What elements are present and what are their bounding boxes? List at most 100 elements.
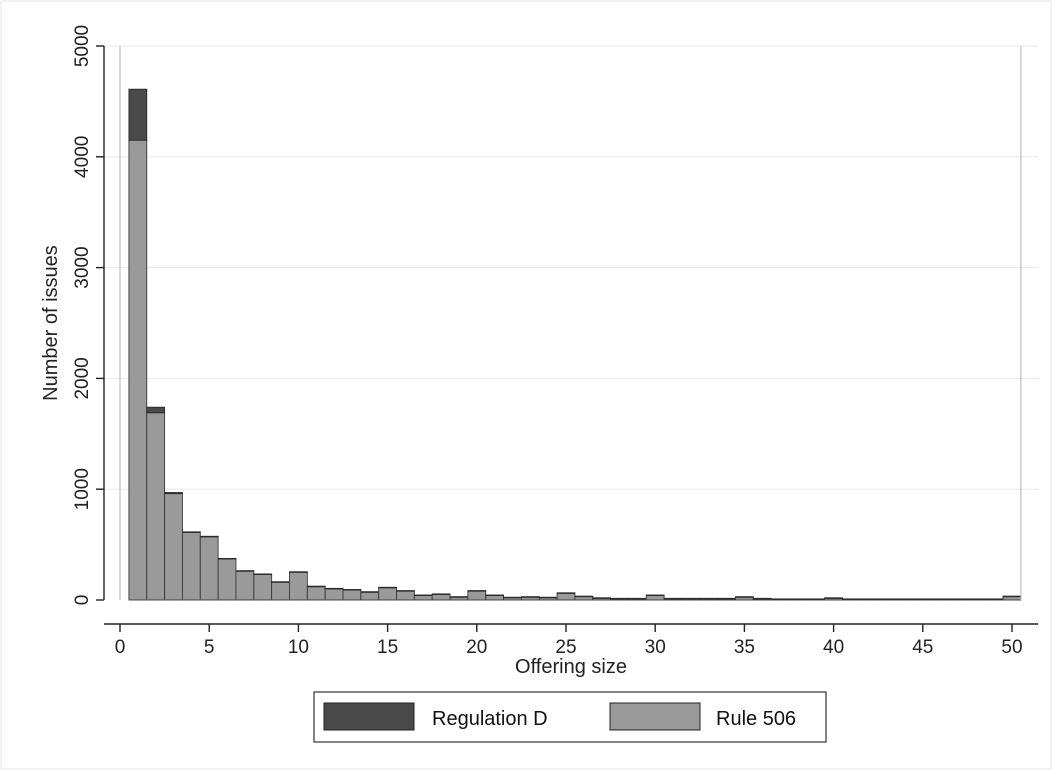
bar-regulation-d <box>520 596 540 598</box>
bar-rule-506 <box>271 581 290 601</box>
bar-regulation-d <box>610 597 629 600</box>
y-tick-label: 4000 <box>72 136 93 178</box>
bar-regulation-d <box>289 571 308 573</box>
y-tick-label: 1000 <box>72 468 93 510</box>
y-tick-label: 2000 <box>72 357 93 399</box>
bar-regulation-d <box>431 593 451 595</box>
bar-regulation-d <box>413 594 433 597</box>
x-tick-label: 45 <box>912 637 933 658</box>
x-axis: 0 5 10 15 20 25 30 35 40 45 50 <box>104 623 1038 658</box>
bar-rule-506 <box>1002 596 1022 601</box>
bar-regulation-d <box>396 590 415 592</box>
plot-area <box>119 46 1022 600</box>
bar-regulation-d <box>271 581 290 583</box>
bar-regulation-d <box>931 598 951 600</box>
bar-regulation-d <box>913 598 933 600</box>
x-tick-label: 15 <box>377 637 398 658</box>
bar-regulation-d <box>806 598 826 600</box>
bar-regulation-d <box>895 598 915 600</box>
y-axis: 0 1000 2000 3000 4000 5000 <box>72 25 105 606</box>
bar-regulation-d <box>164 492 183 495</box>
bar-regulation-d <box>645 594 665 597</box>
bar-regulation-d <box>842 598 861 600</box>
x-tick-label: 30 <box>645 637 666 658</box>
bar-rule-506 <box>467 590 487 601</box>
x-tick-label: 40 <box>823 637 844 658</box>
gridlines <box>104 45 1038 490</box>
bar-regulation-d <box>1002 595 1022 598</box>
legend: Regulation D Rule 506 <box>313 691 827 743</box>
x-tick-label: 25 <box>555 637 576 658</box>
bar-regulation-d <box>485 594 505 597</box>
bar-regulation-d <box>681 597 701 600</box>
x-tick-label: 0 <box>115 637 126 658</box>
bar-rule-506 <box>485 595 505 601</box>
bar-regulation-d <box>217 558 237 560</box>
bar-regulation-d <box>199 535 219 538</box>
bar-rule-506 <box>431 594 451 601</box>
bar-regulation-d <box>592 597 612 599</box>
bar-regulation-d <box>235 570 255 572</box>
bar-regulation-d <box>788 598 808 600</box>
bar-rule-506 <box>360 591 380 601</box>
legend-label-rule-506: Rule 506 <box>716 708 796 730</box>
y-axis-title: Number of issues <box>40 245 62 401</box>
bar-rule-506 <box>556 592 576 601</box>
bar-regulation-d <box>467 590 487 592</box>
bar-regulation-d <box>663 597 683 600</box>
bar-regulation-d <box>824 597 843 599</box>
bar-rule-506 <box>181 531 201 601</box>
bar-regulation-d <box>128 88 148 141</box>
bar-rule-506 <box>574 596 594 601</box>
y-tick-label: 5000 <box>72 25 93 67</box>
legend-label-regulation-d: Regulation D <box>432 708 548 730</box>
bar-rule-506 <box>413 595 433 601</box>
bar-regulation-d <box>538 596 558 599</box>
bar-regulation-d <box>503 596 522 599</box>
bar-rule-506 <box>396 590 415 601</box>
bar-regulation-d <box>449 596 469 598</box>
bar-regulation-d <box>360 591 380 593</box>
bar-rule-506 <box>289 571 308 601</box>
bar-rule-506 <box>306 586 326 601</box>
x-tick-label: 20 <box>466 637 487 658</box>
bar-rule-506 <box>645 595 665 601</box>
bar-regulation-d <box>735 596 754 598</box>
bars <box>128 88 1022 601</box>
bar-regulation-d <box>627 597 647 600</box>
bar-regulation-d <box>146 406 166 414</box>
bar-rule-506 <box>199 536 219 601</box>
y-tick-label: 0 <box>72 595 93 606</box>
bar-rule-506 <box>146 412 166 601</box>
bar-rule-506 <box>378 587 397 601</box>
bar-regulation-d <box>752 597 772 600</box>
bar-regulation-d <box>342 589 362 591</box>
legend-swatch-rule-506 <box>609 702 701 731</box>
bar-regulation-d <box>877 598 897 600</box>
bar-regulation-d <box>966 598 986 600</box>
bar-rule-506 <box>324 588 344 601</box>
x-axis-title: Offering size <box>515 656 627 678</box>
bar-regulation-d <box>556 592 576 594</box>
bar-regulation-d <box>253 573 273 575</box>
bar-regulation-d <box>574 595 594 598</box>
bar-regulation-d <box>181 531 201 533</box>
bar-regulation-d <box>306 585 326 588</box>
bar-regulation-d <box>770 598 790 600</box>
bar-regulation-d <box>984 598 1004 600</box>
bar-rule-506 <box>235 570 255 601</box>
y-tick-label: 3000 <box>72 246 93 288</box>
bar-regulation-d <box>378 586 397 589</box>
bar-rule-506 <box>253 574 273 601</box>
bar-rule-506 <box>342 589 362 601</box>
bar-regulation-d <box>949 598 968 600</box>
x-tick-label: 5 <box>204 637 215 658</box>
bar-regulation-d <box>859 598 879 600</box>
bar-regulation-d <box>717 597 736 600</box>
bar-rule-506 <box>128 139 148 601</box>
bar-rule-506 <box>164 493 183 601</box>
bar-regulation-d <box>324 587 344 590</box>
bar-rule-506 <box>217 558 237 601</box>
